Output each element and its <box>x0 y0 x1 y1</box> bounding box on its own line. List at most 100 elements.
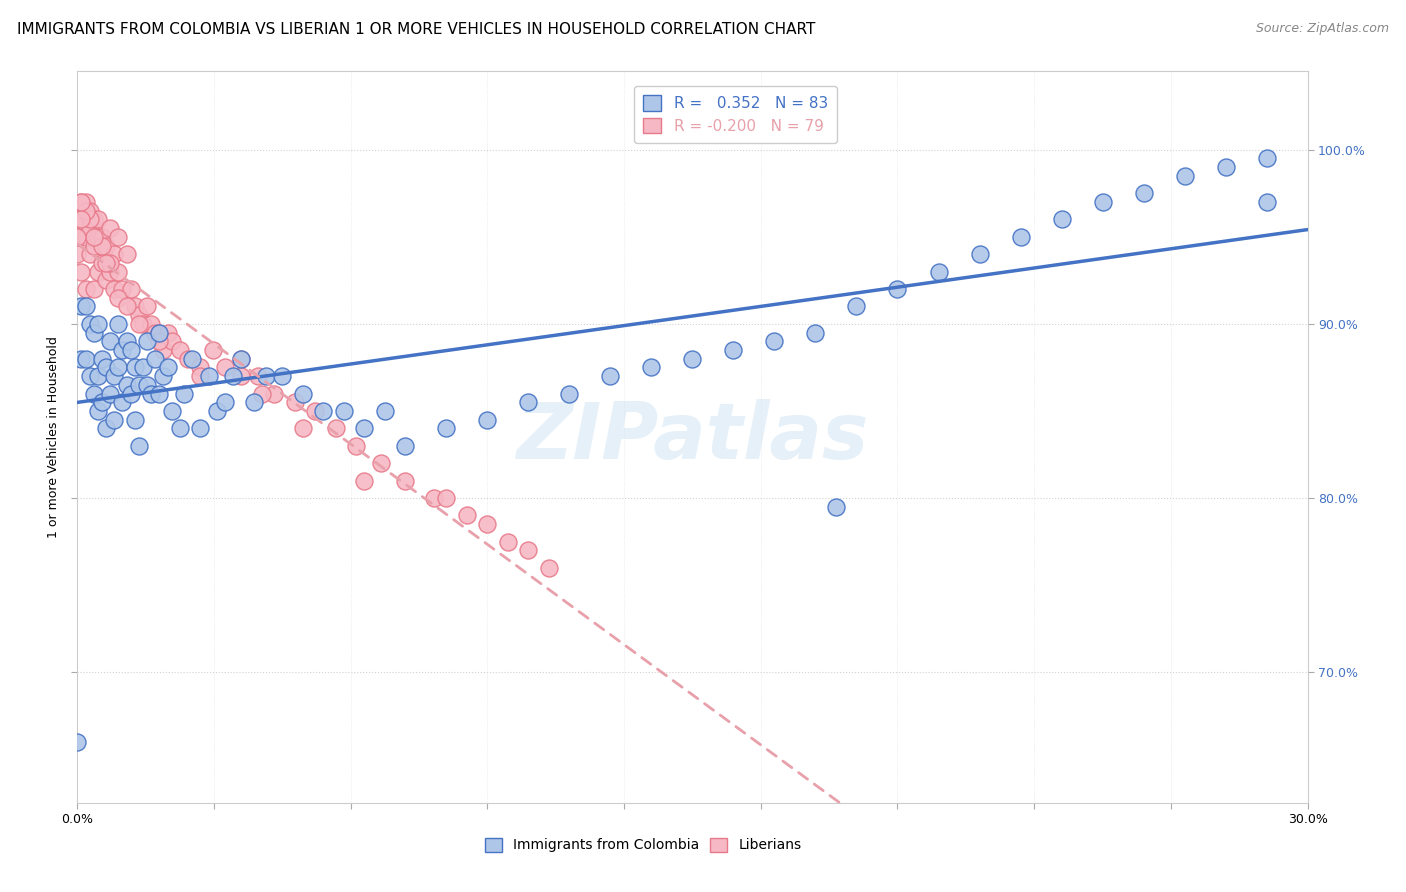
Point <box>107 229 129 244</box>
Point <box>120 386 142 401</box>
Point <box>128 308 150 322</box>
Point <box>284 395 307 409</box>
Point <box>143 351 166 366</box>
Point <box>291 386 314 401</box>
Point <box>1215 160 1237 174</box>
Point <box>79 369 101 384</box>
Point <box>517 395 540 409</box>
Point <box>136 334 159 349</box>
Point <box>169 421 191 435</box>
Point <box>141 317 163 331</box>
Point <box>103 412 125 426</box>
Point <box>477 412 499 426</box>
Point <box>344 439 367 453</box>
Point <box>98 265 121 279</box>
Point <box>304 404 326 418</box>
Point <box>173 386 195 401</box>
Point <box>90 351 114 366</box>
Point <box>1050 212 1073 227</box>
Point <box>124 412 146 426</box>
Text: Source: ZipAtlas.com: Source: ZipAtlas.com <box>1256 22 1389 36</box>
Point <box>436 491 458 505</box>
Point <box>103 369 125 384</box>
Point <box>156 360 179 375</box>
Point <box>246 369 269 384</box>
Point <box>1174 169 1197 183</box>
Point <box>83 326 105 340</box>
Text: IMMIGRANTS FROM COLOMBIA VS LIBERIAN 1 OR MORE VEHICLES IN HOUSEHOLD CORRELATION: IMMIGRANTS FROM COLOMBIA VS LIBERIAN 1 O… <box>17 22 815 37</box>
Point <box>70 351 93 366</box>
Point <box>79 203 101 218</box>
Point <box>111 343 134 357</box>
Point <box>111 282 134 296</box>
Point <box>103 247 125 261</box>
Point <box>845 300 868 314</box>
Point <box>90 395 114 409</box>
Point <box>83 212 105 227</box>
Point <box>94 360 117 375</box>
Point <box>1132 186 1154 201</box>
Point <box>423 491 446 505</box>
Point <box>70 194 93 209</box>
Point <box>886 282 908 296</box>
Point <box>723 343 745 357</box>
Point <box>763 334 786 349</box>
Point <box>152 369 174 384</box>
Point <box>353 421 375 435</box>
Point <box>152 343 174 357</box>
Y-axis label: 1 or more Vehicles in Household: 1 or more Vehicles in Household <box>46 336 60 538</box>
Legend: Immigrants from Colombia, Liberians: Immigrants from Colombia, Liberians <box>479 832 807 858</box>
Point <box>254 369 277 384</box>
Point <box>70 229 93 244</box>
Point <box>75 351 97 366</box>
Point <box>599 369 621 384</box>
Point <box>70 194 93 209</box>
Point <box>141 386 163 401</box>
Point <box>188 421 212 435</box>
Point <box>291 421 314 435</box>
Point <box>188 369 212 384</box>
Point <box>156 326 179 340</box>
Point <box>83 386 105 401</box>
Point <box>107 317 129 331</box>
Point <box>214 360 236 375</box>
Point <box>128 439 150 453</box>
Point <box>148 326 170 340</box>
Point <box>98 256 121 270</box>
Point <box>90 229 114 244</box>
Point <box>87 212 110 227</box>
Point <box>94 273 117 287</box>
Point <box>222 369 245 384</box>
Point <box>136 377 159 392</box>
Point <box>1256 152 1278 166</box>
Point <box>94 238 117 252</box>
Point <box>201 343 224 357</box>
Point <box>537 560 560 574</box>
Point <box>120 282 142 296</box>
Point <box>231 351 253 366</box>
Point <box>120 343 142 357</box>
Point <box>70 300 93 314</box>
Point <box>107 265 129 279</box>
Point <box>1256 194 1278 209</box>
Point <box>98 334 121 349</box>
Point <box>169 343 191 357</box>
Point <box>87 317 110 331</box>
Point <box>969 247 991 261</box>
Point <box>558 386 581 401</box>
Point <box>75 229 97 244</box>
Point <box>181 351 204 366</box>
Point <box>79 212 101 227</box>
Point <box>325 421 347 435</box>
Point <box>132 360 155 375</box>
Point <box>75 300 97 314</box>
Point <box>79 317 101 331</box>
Point <box>94 421 117 435</box>
Point <box>90 256 114 270</box>
Point <box>1010 229 1032 244</box>
Point <box>160 404 183 418</box>
Point <box>111 395 134 409</box>
Point <box>205 404 228 418</box>
Point <box>312 404 335 418</box>
Point <box>115 247 138 261</box>
